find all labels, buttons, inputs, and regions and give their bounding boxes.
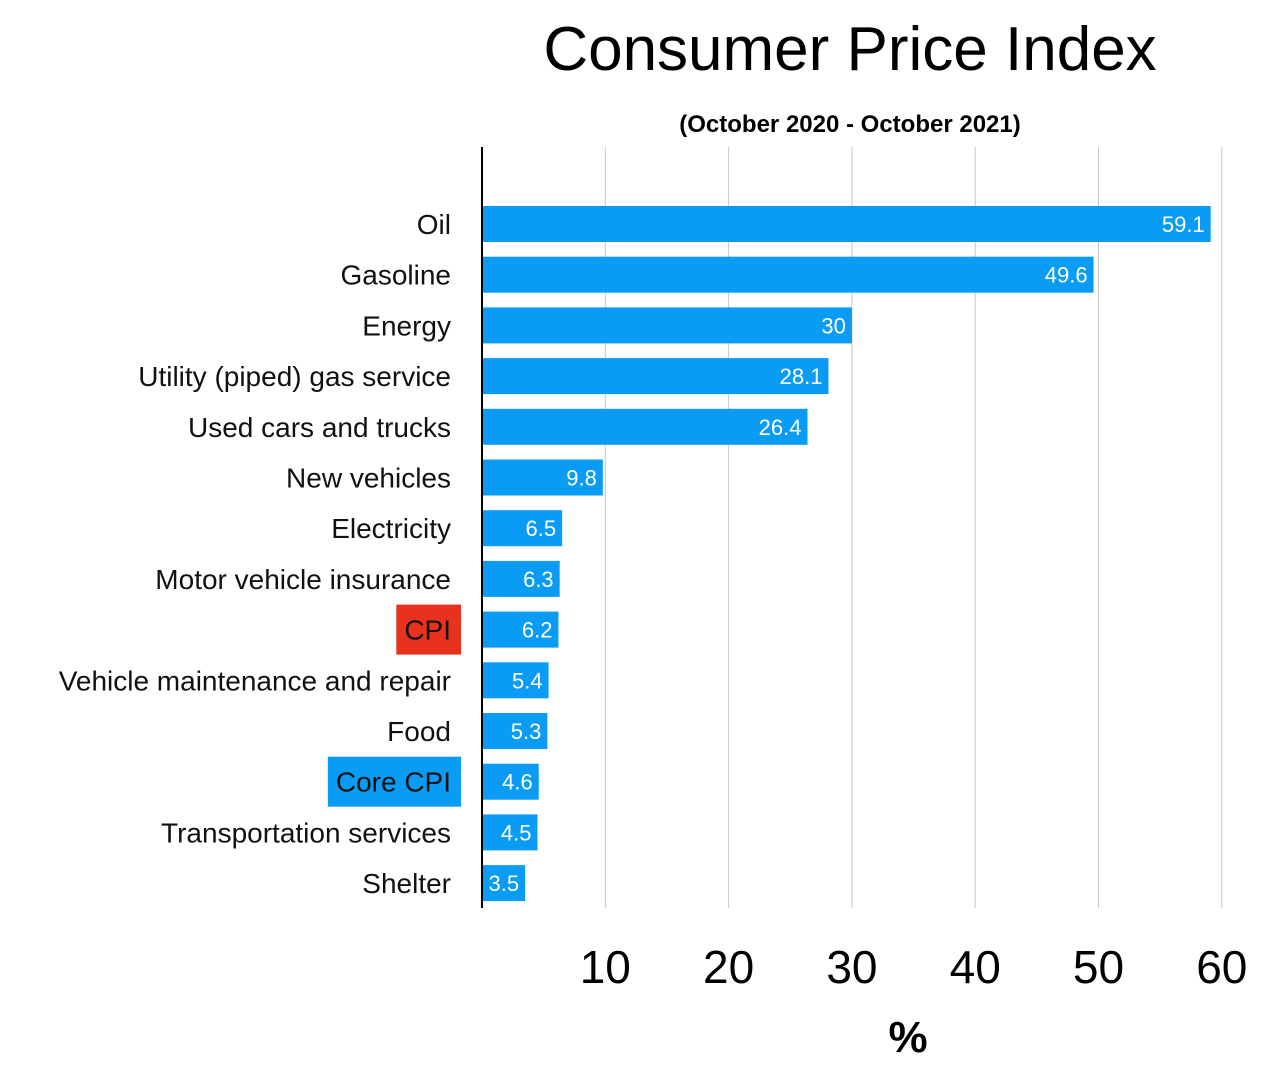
value-label: 5.3: [511, 719, 542, 744]
category-label: Vehicle maintenance and repair: [59, 665, 451, 696]
value-label: 9.8: [566, 466, 597, 491]
bar: [482, 865, 526, 902]
x-tick-labels: 10 20 30 40 50 60: [580, 941, 1248, 993]
x-tick-label: 30: [826, 941, 877, 993]
category-highlight: [327, 756, 461, 807]
bar: [482, 611, 559, 648]
category-label: Electricity: [331, 513, 451, 544]
category-label: Used cars and trucks: [188, 412, 451, 443]
x-tick-label: 60: [1196, 941, 1247, 993]
chart-title: Consumer Price Index: [543, 15, 1156, 84]
category-label: Energy: [362, 310, 451, 341]
bar: [482, 459, 603, 496]
x-tick-label: 50: [1073, 941, 1124, 993]
value-labels: 59.1 49.6 30 28.1 26.4 9.8 6.5 6.3 6.2 5.4 5.3 4.6 4…: [489, 212, 1205, 896]
bar: [482, 408, 808, 445]
category-highlights: [327, 604, 461, 807]
bar: [482, 560, 560, 597]
value-label: 3.5: [489, 871, 520, 896]
value-label: 6.5: [526, 516, 557, 541]
value-label: 30: [821, 313, 845, 338]
value-label: 28.1: [780, 364, 823, 389]
category-label: Motor vehicle insurance: [155, 564, 451, 595]
category-label: Utility (piped) gas service: [138, 361, 451, 392]
category-label: Core CPI: [336, 767, 451, 798]
bar: [482, 256, 1094, 293]
value-label: 49.6: [1045, 263, 1088, 288]
category-label: Gasoline: [340, 260, 451, 291]
category-label: Transportation services: [161, 817, 451, 848]
bars: [482, 206, 1211, 902]
value-label: 6.3: [523, 567, 554, 592]
value-label: 26.4: [759, 415, 802, 440]
value-label: 4.6: [502, 770, 533, 795]
value-label: 59.1: [1162, 212, 1205, 237]
category-label: Food: [387, 716, 451, 747]
chart-subtitle: (October 2020 - October 2021): [679, 111, 1020, 138]
x-tick-label: 40: [950, 941, 1001, 993]
category-label: Oil: [417, 209, 451, 240]
value-label: 5.4: [512, 668, 543, 693]
bar: [482, 662, 549, 699]
bar: [482, 814, 538, 851]
category-label: New vehicles: [286, 463, 451, 494]
x-axis-label: %: [888, 1013, 927, 1062]
category-highlight: [396, 604, 461, 655]
bar: [482, 713, 548, 749]
value-label: 4.5: [501, 820, 532, 845]
category-labels: Oil Gasoline Energy Utility (piped) gas ser…: [59, 209, 451, 899]
x-tick-label: 10: [580, 941, 631, 993]
category-label: Shelter: [362, 868, 451, 899]
bar: [482, 763, 539, 800]
bar: [482, 206, 1211, 242]
bar: [482, 307, 852, 344]
value-label: 6.2: [522, 618, 553, 643]
x-tick-label: 20: [703, 941, 754, 993]
bar: [482, 358, 829, 395]
category-label: CPI: [404, 615, 451, 646]
bar: [482, 510, 563, 547]
